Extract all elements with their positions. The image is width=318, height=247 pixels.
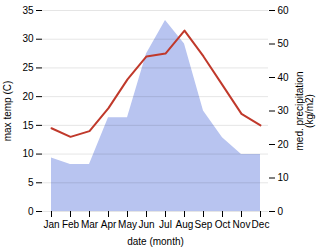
svg-text:Aug: Aug bbox=[176, 219, 194, 230]
svg-text:15: 15 bbox=[22, 120, 34, 131]
svg-text:10: 10 bbox=[22, 148, 34, 159]
svg-text:5: 5 bbox=[28, 177, 34, 188]
svg-text:Feb: Feb bbox=[62, 219, 80, 230]
svg-text:Jul: Jul bbox=[159, 219, 172, 230]
svg-text:10: 10 bbox=[278, 172, 290, 183]
svg-text:40: 40 bbox=[278, 72, 290, 83]
svg-text:0: 0 bbox=[28, 206, 34, 217]
svg-text:60: 60 bbox=[278, 5, 290, 16]
svg-text:20: 20 bbox=[22, 91, 34, 102]
svg-text:May: May bbox=[118, 219, 137, 230]
svg-text:Jan: Jan bbox=[43, 219, 59, 230]
svg-text:Jun: Jun bbox=[138, 219, 154, 230]
svg-text:0: 0 bbox=[278, 206, 284, 217]
svg-text:Mar: Mar bbox=[81, 219, 99, 230]
svg-text:max temp (C): max temp (C) bbox=[2, 81, 13, 142]
svg-text:Dec: Dec bbox=[252, 219, 270, 230]
svg-text:30: 30 bbox=[278, 105, 290, 116]
svg-text:20: 20 bbox=[278, 139, 290, 150]
svg-text:med. precipitation(kg/m2): med. precipitation(kg/m2) bbox=[294, 72, 315, 151]
svg-text:Sep: Sep bbox=[195, 219, 213, 230]
svg-text:30: 30 bbox=[22, 33, 34, 44]
svg-text:date (month): date (month) bbox=[127, 236, 184, 247]
svg-text:25: 25 bbox=[22, 62, 34, 73]
svg-text:Nov: Nov bbox=[233, 219, 251, 230]
svg-text:50: 50 bbox=[278, 38, 290, 49]
svg-text:Oct: Oct bbox=[215, 219, 231, 230]
svg-text:35: 35 bbox=[22, 5, 34, 16]
svg-text:Apr: Apr bbox=[101, 219, 117, 230]
